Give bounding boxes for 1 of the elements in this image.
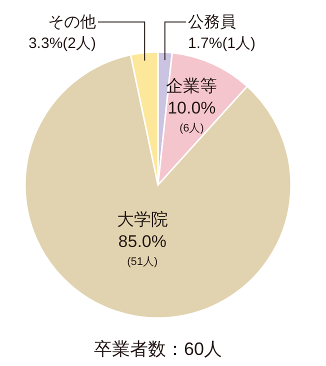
title: 卒業者数：60人 [94, 339, 222, 359]
